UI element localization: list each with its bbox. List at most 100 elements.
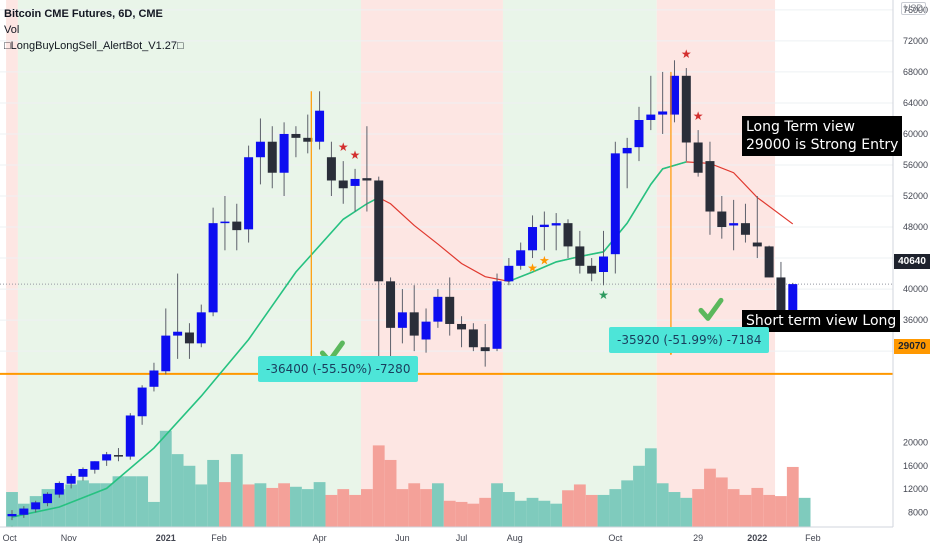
candle-body [421,321,431,340]
time-tick-label: Oct [608,533,623,543]
volume-bar [775,496,787,527]
candle-body [622,147,632,154]
price-tick-label: 40000 [903,284,928,294]
volume-tick-label: 20000 [903,437,928,447]
volume-bar [763,494,776,527]
time-tick-label: Feb [805,533,821,543]
checkmark-icon [698,297,724,321]
legend-volume-label[interactable]: Vol [4,24,20,36]
volume-bar [727,489,740,527]
candle-body [149,370,159,387]
signal-star-buy_orange: ★ [539,253,550,267]
legend-title[interactable]: Bitcoin CME Futures, 6D, CME [4,8,163,20]
volume-bar [53,489,66,527]
measure-label-first[interactable]: -36400 (-55.50%) -7280 [258,356,419,382]
volume-bar [148,501,160,527]
candle-body [445,296,455,324]
candle-body [669,75,679,115]
volume-bar [443,500,456,527]
candle-body [729,223,739,226]
candle-body [326,157,336,181]
short-term-note[interactable]: Short term view Long [742,310,901,332]
candle-body [102,454,112,461]
candle-body [338,180,348,189]
volume-bar [514,500,527,527]
volume-bar [502,492,515,527]
candle-body [374,180,384,282]
volume-bar [467,503,480,527]
candle-body [516,250,526,266]
volume-bar [609,489,622,527]
price-tick-label: 72000 [903,36,928,46]
volume-bar [159,430,172,527]
volume-bar [668,492,681,527]
price-axis-panel [893,0,932,550]
candle-body [599,256,608,273]
chart-legend: Bitcoin CME Futures, 6D, CME Vol □LongBu… [4,6,184,54]
time-tick-label: Aug [507,533,523,543]
currency-badge[interactable]: USD [900,2,926,15]
time-tick-label: Feb [211,533,227,543]
zone-bear-2 [360,0,503,527]
volume-bar [372,445,385,527]
volume-bar [171,454,184,527]
volume-bar [230,454,243,527]
volume-bar [100,483,113,527]
volume-bar [77,480,89,527]
volume-bar [254,483,267,527]
volume-bar [65,484,78,527]
time-axis-panel [0,527,893,550]
volume-bar [290,486,302,527]
candle-body [634,120,644,148]
measure-label-second[interactable]: -35920 (-51.99%) -7184 [609,327,770,353]
price-tick-label: 52000 [903,191,928,201]
candle-body [480,347,490,352]
price-tick-label: 36000 [903,315,928,325]
candle-body [386,281,396,328]
candle-body [362,178,372,181]
candle-body [752,242,762,247]
volume-bar [739,494,752,527]
volume-bar [538,500,551,527]
time-tick-label: Jun [395,533,410,543]
volume-bar [361,489,373,527]
signal-star-buy_green: ★ [598,288,609,302]
candle-body [42,493,52,504]
volume-bar [6,492,18,527]
volume-tick-label: 12000 [903,484,928,494]
volume-bar [408,483,421,527]
volume-bar [798,497,811,527]
volume-bar [136,476,149,527]
candle-body [492,281,502,349]
candle-body [173,331,183,336]
candle-body [125,415,135,457]
candle-body [78,468,88,477]
volume-bar [325,494,338,527]
candle-body [7,513,17,517]
volume-bar [573,484,586,527]
candle-body [468,329,478,348]
volume-bar [692,489,705,527]
volume-bar [479,497,492,527]
time-tick-label: 29 [693,533,703,543]
volume-bar [242,484,255,527]
volume-bar [585,494,598,527]
volume-bar [751,487,764,527]
candle-body [433,296,443,322]
volume-bar [349,494,361,527]
candle-body [693,142,703,173]
legend-indicator-label[interactable]: □LongBuyLongSell_AlertBot_V1.27□ [4,40,184,52]
candle-body [232,221,242,231]
volume-bar [112,476,125,527]
time-tick-label: Jul [456,533,468,543]
last-price-tag: 40640 [894,254,930,269]
volume-bar [420,489,432,527]
volume-bar [88,483,101,527]
volume-bar [621,480,634,527]
long-term-note[interactable]: Long Term view 29000 is Strong Entry [742,116,903,156]
candle-body [717,211,727,228]
volume-bar [266,487,279,527]
volume-bar [526,497,539,527]
